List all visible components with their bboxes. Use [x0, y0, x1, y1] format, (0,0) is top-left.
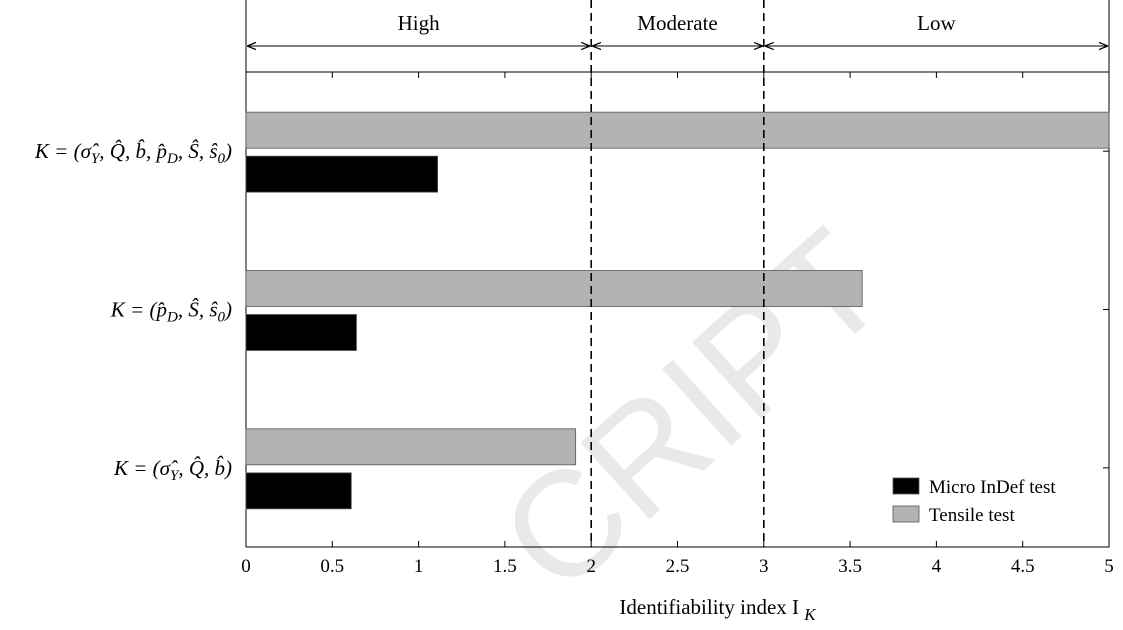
bar-micro-indef-2 — [245, 472, 352, 510]
legend: Micro InDef test Tensile test — [892, 477, 1056, 526]
x-tick-label-7: 3.5 — [838, 556, 862, 577]
x-tick-label-9: 4.5 — [1011, 556, 1035, 577]
bar-tensile-0 — [245, 111, 1110, 149]
zone-annotations: High Moderate Low — [245, 0, 1110, 72]
x-tick-label-0: 0 — [241, 556, 251, 577]
x-tick-label-10: 5 — [1104, 556, 1114, 577]
bar-tensile-2 — [245, 428, 577, 466]
threshold-lines — [590, 0, 765, 547]
bar-micro-indef-0 — [245, 155, 438, 193]
x-tick-label-2: 1 — [414, 556, 424, 577]
x-tick-label-5: 2.5 — [666, 556, 690, 577]
x-axis-title-subscript: K — [803, 605, 817, 624]
zone-label-moderate: Moderate — [637, 11, 717, 35]
legend-label-1: Tensile test — [929, 505, 1015, 526]
zone-label-low: Low — [917, 11, 956, 35]
bar-tensile-1 — [245, 270, 863, 307]
y-category-label-2: K = (σ̂Y, Q̂, b̂) — [113, 456, 232, 484]
x-axis: 0 0.5 1 1.5 2 2.5 3 3.5 4 4.5 5 — [241, 72, 1114, 577]
x-tick-label-4: 2 — [586, 556, 596, 577]
x-tick-label-1: 0.5 — [320, 556, 344, 577]
bars-group — [245, 111, 1110, 510]
legend-swatch-1 — [892, 505, 920, 523]
y-category-label-0: K = (σ̂Y, Q̂, b̂, p̂D, Ŝ, ŝ0) — [34, 139, 232, 167]
x-tick-label-3: 1.5 — [493, 556, 517, 577]
y-category-label-1: K = (p̂D, Ŝ, ŝ0) — [110, 298, 232, 326]
bar-micro-indef-1 — [245, 314, 357, 351]
x-tick-label-6: 3 — [759, 556, 769, 577]
x-tick-label-8: 4 — [932, 556, 942, 577]
legend-swatch-0 — [892, 477, 920, 495]
zone-label-high: High — [398, 11, 441, 35]
x-axis-title: Identifiability index I K — [619, 595, 817, 624]
x-axis-title-text: Identifiability index I — [619, 595, 799, 619]
legend-label-0: Micro InDef test — [929, 477, 1056, 498]
